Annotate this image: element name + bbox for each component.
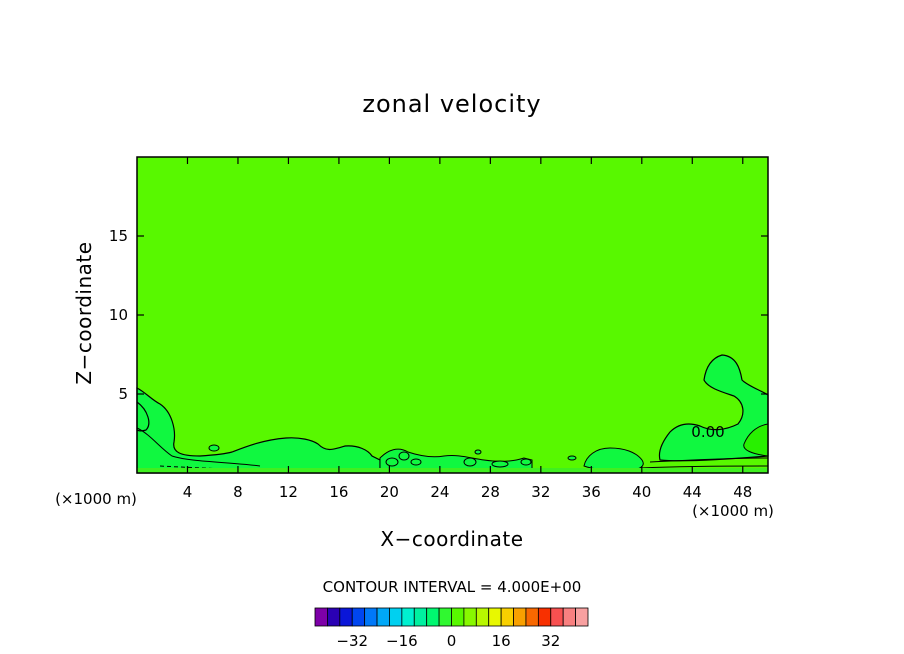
- colorbar-tick-label-4: 32: [541, 632, 560, 650]
- x-unit-label-left: (×1000 m): [55, 490, 137, 508]
- chart-title: zonal velocity: [362, 90, 541, 118]
- x-tick-label-6: 28: [481, 483, 500, 501]
- x-tick-label-3: 16: [329, 483, 348, 501]
- colorbar-swatch-4: [364, 607, 378, 627]
- contour-island-3: [463, 457, 477, 467]
- colorbar-tick-label-2: 0: [447, 632, 457, 650]
- x-tick-label-7: 32: [531, 483, 550, 501]
- colorbar-tick-label-1: −16: [386, 632, 418, 650]
- x-tick-label-10: 44: [683, 483, 702, 501]
- colorbar-swatch-20: [562, 607, 576, 627]
- contour-island-7: [474, 449, 482, 455]
- colorbar-swatch-14: [488, 607, 502, 627]
- plot-area: 0.00: [136, 156, 769, 474]
- colorbar-swatch-6: [389, 607, 403, 627]
- y-axis-ticks: 5 10 15: [109, 227, 768, 403]
- x-tick-label-1: 8: [233, 483, 243, 501]
- colorbar-swatch-8: [413, 607, 428, 627]
- contour-label-zero: 0.00: [691, 423, 724, 441]
- colorbar-swatch-17: [525, 607, 539, 627]
- y-tick-label-2: 15: [109, 227, 128, 245]
- y-tick-label-0: 5: [118, 385, 128, 403]
- contour-line-left-inner: [136, 401, 150, 432]
- contour-island-0: [385, 457, 399, 467]
- x-axis-ticks: 4 8 12 16 20 24 28 32 36 40 44 48: [183, 157, 752, 501]
- y-axis-label: Z−coordinate: [72, 241, 96, 384]
- x-tick-label-8: 36: [582, 483, 601, 501]
- contour-line-right-lower: [649, 457, 769, 463]
- x-tick-label-2: 12: [279, 483, 298, 501]
- colorbar-swatch-5: [376, 607, 390, 627]
- contour-strip-bottom: [137, 468, 768, 473]
- colorbar-swatch-13: [475, 607, 490, 627]
- colorbar-swatch-1: [327, 607, 341, 627]
- x-tick-label-11: 48: [733, 483, 752, 501]
- colorbar-tick-label-0: −32: [336, 632, 368, 650]
- colorbar-swatch-7: [401, 607, 415, 627]
- y-tick-label-1: 10: [109, 306, 128, 324]
- colorbar-swatch-0: [314, 607, 328, 627]
- x-unit-label-right: (×1000 m): [692, 502, 774, 520]
- contour-region-right: [658, 354, 769, 462]
- colorbar: −32 −16 0 16 32: [314, 607, 589, 650]
- x-tick-label-4: 20: [380, 483, 399, 501]
- colorbar-swatch-19: [550, 607, 564, 627]
- colorbar-tick-label-3: 16: [492, 632, 511, 650]
- contour-island-8: [208, 444, 220, 452]
- contour-region-middle: [379, 448, 533, 474]
- contour-region-right-inner: [743, 423, 769, 457]
- colorbar-swatch-3: [351, 607, 366, 627]
- x-tick-label-5: 24: [430, 483, 449, 501]
- x-tick-label-9: 40: [632, 483, 651, 501]
- x-axis-label: X−coordinate: [380, 527, 523, 551]
- contour-island-5: [520, 458, 532, 466]
- contour-island-6: [567, 455, 577, 461]
- contour-line-left-lower: [136, 427, 261, 467]
- colorbar-swatch-18: [537, 607, 552, 627]
- colorbar-swatch-21: [575, 607, 589, 627]
- colorbar-swatch-2: [339, 607, 353, 627]
- colorbar-swatch-16: [513, 607, 527, 627]
- x-tick-label-0: 4: [183, 483, 193, 501]
- colorbar-swatch-9: [426, 607, 440, 627]
- contour-island-2: [410, 458, 422, 466]
- contour-island-4: [491, 460, 509, 468]
- plot-background-fill: [137, 157, 768, 473]
- contour-interval-text: CONTOUR INTERVAL = 4.000E+00: [323, 578, 582, 596]
- contour-line-right-bottom: [639, 465, 769, 469]
- colorbar-swatch-12: [463, 607, 477, 627]
- colorbar-swatch-10: [438, 607, 452, 627]
- contour-region-left: [136, 387, 381, 474]
- colorbar-swatch-11: [451, 607, 465, 627]
- colorbar-swatch-15: [500, 607, 514, 627]
- contour-island-1: [398, 451, 410, 461]
